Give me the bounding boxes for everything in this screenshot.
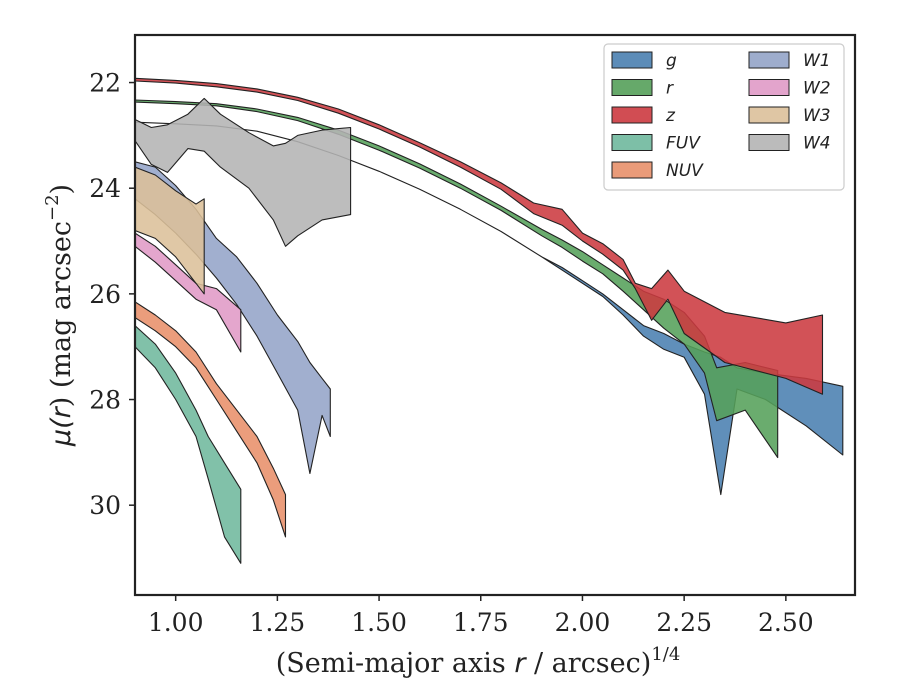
x-tick-label: 1.50: [351, 608, 407, 637]
x-tick-label: 2.00: [555, 608, 611, 637]
x-axis-ticks: 1.00 1.25 1.50 1.75 2.00 2.25 2.50: [148, 595, 814, 637]
x-axis-label: (Semi-major axis r / arcsec)1/4: [276, 644, 681, 679]
y-axis-ticks: 22 24 26 28 30: [89, 69, 135, 520]
y-tick-label: 30: [89, 491, 121, 520]
legend-swatch-g: [611, 51, 653, 69]
y-tick-label: 24: [89, 174, 121, 203]
x-axis-label-prefix: (Semi-major axis: [276, 648, 515, 679]
band-w2: [135, 232, 242, 353]
y-tick-label: 28: [89, 386, 121, 415]
y-axis-label-var: μ(: [46, 417, 77, 447]
band-g: [135, 121, 844, 496]
y-axis-label-close: ): [46, 184, 77, 195]
y-axis-label-rest: ) (mag arcsec: [46, 221, 77, 407]
y-axis-label-exponent: −2: [42, 194, 63, 221]
legend-label-w3: W3: [803, 106, 831, 126]
y-tick-label: 22: [89, 69, 121, 98]
x-tick-label: 1.00: [148, 608, 204, 637]
band-r: [135, 99, 779, 459]
series-bands: [135, 77, 844, 564]
band-fuv: [135, 325, 242, 564]
y-axis-label: μ(r) (mag arcsec−2): [42, 184, 77, 447]
legend-label-w1: W1: [803, 51, 831, 71]
band-w3: [135, 166, 205, 295]
x-tick-label: 2.25: [656, 608, 712, 637]
legend-swatch-nuv: [611, 161, 653, 179]
x-axis-label-suffix: / arcsec): [525, 648, 651, 679]
legend-label-w2: W2: [803, 79, 831, 99]
legend-swatch-w4: [748, 134, 790, 151]
legend-swatch-z: [611, 106, 653, 124]
legend-label-r: r: [666, 79, 674, 99]
y-axis-label-var2: r: [46, 405, 77, 418]
legend-swatch-w3: [748, 106, 790, 124]
x-axis-label-exponent: 1/4: [651, 644, 680, 665]
legend-label-nuv: NUV: [666, 161, 704, 181]
legend-swatch-r: [611, 79, 653, 96]
x-tick-label: 1.25: [250, 608, 306, 637]
band-z: [135, 77, 824, 395]
legend-label-z: z: [665, 106, 676, 126]
legend-label-fuv: FUV: [666, 134, 701, 154]
band-nuv: [135, 301, 287, 538]
legend-label-w4: W4: [803, 134, 831, 154]
x-tick-label: 2.50: [758, 608, 814, 637]
x-tick-label: 1.75: [453, 608, 509, 637]
plot-frame: [133, 33, 857, 597]
band-w4: [135, 97, 352, 247]
legend-swatch-fuv: [611, 134, 653, 151]
legend-swatch-w1: [748, 51, 790, 69]
legend-swatch-w2: [748, 79, 790, 96]
x-axis-label-var: r: [514, 648, 527, 679]
y-tick-label: 26: [89, 280, 121, 309]
legend-label-g: g: [666, 51, 677, 71]
legend: grz FUV NUV W1 W2 W3 W4: [603, 43, 845, 191]
